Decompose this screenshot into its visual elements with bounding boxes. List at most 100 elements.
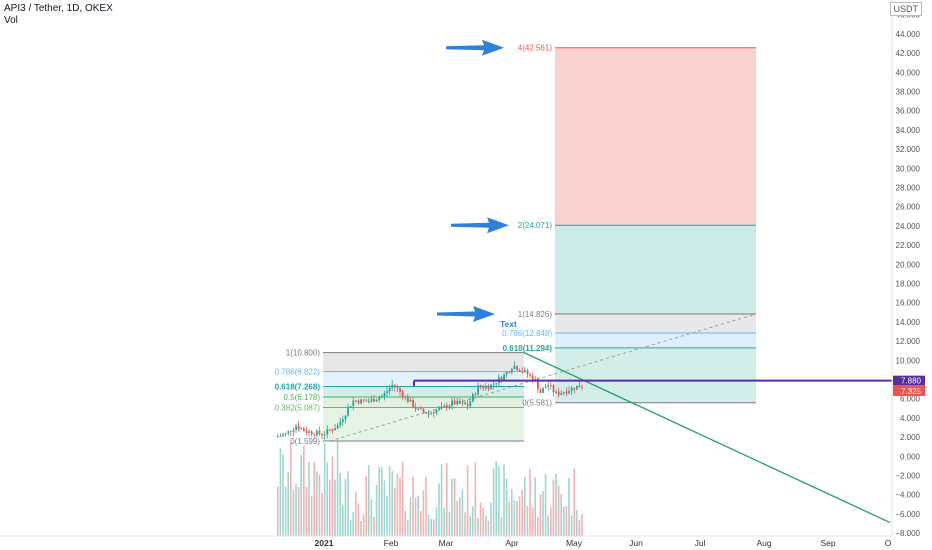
candle-body bbox=[425, 411, 427, 414]
volume-bar bbox=[360, 520, 362, 536]
volume-bar bbox=[490, 502, 492, 536]
currency-badge[interactable]: USDT bbox=[889, 2, 922, 16]
candles bbox=[277, 361, 583, 440]
volume-bar bbox=[560, 494, 562, 536]
volume-bar bbox=[433, 519, 435, 536]
volume-bar bbox=[290, 442, 292, 536]
candle-body bbox=[344, 415, 347, 420]
volume-bar bbox=[427, 514, 430, 536]
fib-extension-label: 0(5.581) bbox=[522, 399, 552, 408]
volume-bar bbox=[303, 445, 305, 536]
candle-body bbox=[323, 434, 326, 436]
fib-retracement-label: 0.618(7.268) bbox=[275, 383, 321, 392]
volume-label[interactable]: Vol bbox=[4, 15, 18, 26]
volume-bar bbox=[300, 454, 302, 536]
symbol-title[interactable]: API3 / Tether, 1D, OKEX bbox=[4, 3, 113, 14]
time-tick-label: Sep bbox=[820, 538, 835, 548]
candle-body bbox=[386, 391, 388, 394]
candle-body bbox=[404, 396, 407, 398]
fib-dashed-guide bbox=[329, 313, 757, 442]
candle-body bbox=[295, 426, 297, 430]
volume-bar bbox=[466, 465, 469, 536]
candle-body bbox=[326, 429, 329, 435]
candle-body bbox=[446, 405, 448, 409]
price-tick-label: 16.000 bbox=[896, 299, 921, 308]
candle-body bbox=[430, 412, 433, 414]
volume-bar bbox=[573, 468, 575, 536]
candle-body bbox=[336, 425, 339, 429]
candle-body bbox=[349, 406, 352, 408]
candle-body bbox=[308, 431, 310, 433]
candle-body bbox=[500, 377, 503, 380]
candle-body bbox=[521, 371, 524, 373]
candle-body bbox=[427, 413, 430, 415]
volume-bar bbox=[347, 471, 349, 536]
volume-bar bbox=[435, 507, 438, 536]
volume-bar bbox=[576, 510, 578, 536]
candle-body bbox=[466, 404, 469, 407]
time-tick-label: 2021 bbox=[315, 538, 334, 548]
price-tick-label: −6.000 bbox=[895, 510, 920, 519]
fib-extension-zones[interactable]: 4(42.561) 2(24.071) 1(14.826) 0.786(12.848)… bbox=[502, 44, 756, 408]
candle-body bbox=[391, 384, 394, 389]
candle-body bbox=[414, 407, 417, 410]
volume-bar bbox=[477, 517, 479, 536]
price-badge-secondary bbox=[893, 385, 925, 396]
volume-bar bbox=[375, 484, 378, 536]
time-tick-label: Feb bbox=[384, 538, 399, 548]
price-tick-label: 2.000 bbox=[900, 433, 921, 442]
volume-bar bbox=[344, 479, 347, 536]
fib-retracement-label: 0(1.599) bbox=[290, 437, 320, 446]
price-tick-label: 40.000 bbox=[896, 68, 921, 77]
volume-bar bbox=[279, 448, 282, 536]
volume-bar bbox=[453, 478, 456, 536]
candle-body bbox=[394, 384, 396, 387]
candle-body bbox=[555, 391, 557, 393]
volume-bar bbox=[323, 442, 326, 536]
price-badge-primary-text: 7.880 bbox=[901, 377, 922, 386]
candle-body bbox=[362, 399, 365, 401]
price-tick-label: 44.000 bbox=[896, 30, 921, 39]
volume-bar bbox=[284, 486, 287, 536]
volume-bar bbox=[277, 486, 279, 536]
candle-body bbox=[492, 383, 495, 385]
volume-bar bbox=[368, 465, 370, 536]
candle-body bbox=[357, 400, 360, 404]
candle-body bbox=[526, 369, 529, 375]
text-annotation[interactable]: Text bbox=[500, 319, 517, 329]
candle-body bbox=[399, 388, 401, 392]
volume-bar bbox=[305, 486, 308, 536]
time-tick-label: May bbox=[566, 538, 583, 548]
volume-bar bbox=[313, 462, 315, 536]
fib-retracement-label: 1(10.800) bbox=[286, 349, 321, 358]
candle-body bbox=[279, 435, 282, 437]
volume-bar bbox=[282, 454, 284, 536]
volume-bar bbox=[362, 514, 365, 536]
candle-body bbox=[511, 368, 513, 373]
price-tick-label: 24.000 bbox=[896, 222, 921, 231]
price-tick-label: 28.000 bbox=[896, 184, 921, 193]
candle-body bbox=[508, 372, 511, 374]
volume-bar bbox=[318, 474, 321, 536]
candle-body bbox=[352, 400, 355, 407]
candle-body bbox=[375, 400, 378, 402]
time-scale[interactable]: 2021 Feb Mar Apr May Jun Jul Aug Sep O bbox=[315, 538, 892, 548]
volume-bar bbox=[565, 506, 568, 536]
fib-extension-label: 2(24.071) bbox=[518, 221, 553, 230]
candle-body bbox=[318, 430, 321, 434]
volume-bar bbox=[443, 508, 445, 536]
price-tick-label: 42.000 bbox=[896, 49, 921, 58]
volume-bar bbox=[352, 512, 354, 536]
volume-bar bbox=[297, 487, 300, 536]
price-scale[interactable]: 46.00044.00042.00040.00038.00036.00034.0… bbox=[893, 11, 925, 538]
volume-bar bbox=[498, 466, 500, 536]
price-tick-label: 14.000 bbox=[896, 318, 921, 327]
volume-bar bbox=[438, 483, 440, 536]
fib-extension-band bbox=[555, 332, 756, 348]
arrows[interactable] bbox=[437, 39, 509, 322]
candle-body bbox=[277, 436, 279, 438]
time-tick-label: Aug bbox=[756, 538, 771, 548]
candle-body bbox=[300, 428, 303, 430]
candle-body bbox=[461, 402, 464, 404]
